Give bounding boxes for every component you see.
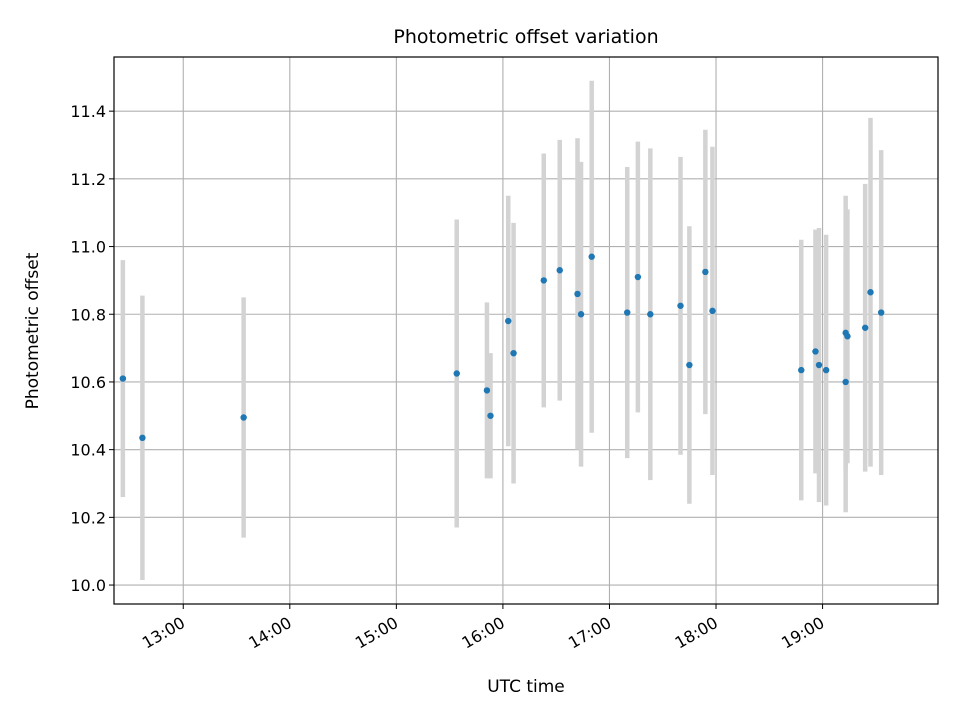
data-point bbox=[624, 309, 631, 316]
data-point bbox=[709, 307, 716, 315]
data-points bbox=[119, 253, 885, 442]
data-point bbox=[139, 434, 146, 442]
data-point bbox=[677, 302, 684, 309]
data-point bbox=[574, 290, 581, 298]
data-point bbox=[702, 268, 709, 276]
y-tick-label: 10.4 bbox=[70, 441, 106, 460]
data-point bbox=[798, 366, 805, 374]
y-axis-label: Photometric offset bbox=[23, 252, 43, 409]
y-tick-label: 10.0 bbox=[70, 576, 106, 595]
data-point bbox=[483, 387, 491, 394]
data-point bbox=[686, 361, 693, 369]
data-point bbox=[647, 311, 654, 318]
data-point bbox=[867, 289, 874, 296]
y-tick-label: 10.6 bbox=[70, 373, 106, 392]
data-point bbox=[812, 348, 819, 355]
chart-title: Photometric offset variation bbox=[393, 26, 658, 48]
data-point bbox=[119, 375, 127, 382]
y-tick-label: 11.2 bbox=[70, 170, 106, 189]
data-point bbox=[822, 366, 830, 374]
y-tick-label: 10.2 bbox=[70, 508, 106, 527]
y-tick-label: 11.0 bbox=[70, 238, 106, 257]
data-point bbox=[842, 378, 849, 386]
data-point bbox=[453, 370, 460, 377]
data-point bbox=[510, 349, 517, 357]
data-point bbox=[556, 267, 563, 274]
data-point bbox=[861, 324, 869, 331]
x-axis-label: UTC time bbox=[487, 677, 565, 697]
y-tick-label: 11.4 bbox=[70, 102, 106, 121]
data-point bbox=[634, 273, 642, 281]
data-point bbox=[877, 309, 885, 316]
data-point bbox=[487, 412, 494, 419]
data-point bbox=[240, 414, 247, 421]
data-point bbox=[540, 277, 547, 284]
data-point bbox=[577, 311, 585, 318]
y-axis-ticks: 10.0 10.2 10.4 10.6 10.8 11.0 11.2 11.4 bbox=[70, 102, 114, 595]
plot-frame bbox=[113, 56, 939, 605]
data-point bbox=[588, 253, 595, 260]
data-point bbox=[815, 361, 823, 369]
data-point bbox=[505, 317, 512, 325]
data-point bbox=[844, 333, 851, 340]
y-tick-label: 10.8 bbox=[70, 305, 106, 324]
